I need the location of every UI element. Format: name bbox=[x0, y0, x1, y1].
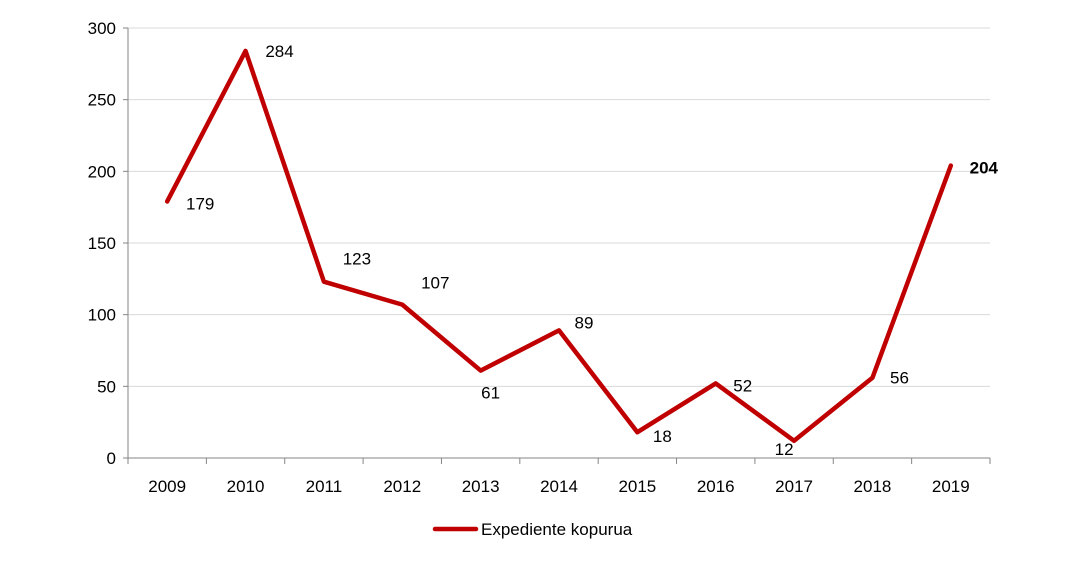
y-tick-label: 150 bbox=[88, 234, 116, 253]
data-label: 284 bbox=[265, 42, 293, 61]
legend: Expediente kopurua bbox=[432, 520, 633, 539]
x-tick-label: 2010 bbox=[227, 477, 265, 496]
y-tick-label: 50 bbox=[97, 377, 116, 396]
data-label: 12 bbox=[775, 440, 794, 459]
x-tick-label: 2013 bbox=[462, 477, 500, 496]
x-tick-label: 2019 bbox=[932, 477, 970, 496]
x-tick-label: 2015 bbox=[618, 477, 656, 496]
x-tick-label: 2012 bbox=[383, 477, 421, 496]
data-label: 18 bbox=[653, 427, 672, 446]
y-tick-label: 100 bbox=[88, 306, 116, 325]
data-label: 56 bbox=[890, 369, 909, 388]
y-tick-label: 200 bbox=[88, 162, 116, 181]
x-tick-label: 2009 bbox=[148, 477, 186, 496]
data-label: 89 bbox=[575, 313, 594, 332]
x-tick-label: 2016 bbox=[697, 477, 735, 496]
data-label: 123 bbox=[343, 250, 371, 269]
x-tick-label: 2011 bbox=[306, 477, 343, 496]
y-tick-label: 0 bbox=[107, 449, 116, 468]
y-tick-label: 250 bbox=[88, 91, 116, 110]
legend-label: Expediente kopurua bbox=[481, 520, 633, 539]
series bbox=[164, 48, 954, 444]
y-tick-label: 300 bbox=[88, 19, 116, 38]
x-tick-label: 2014 bbox=[540, 477, 578, 496]
gridlines bbox=[128, 27, 990, 387]
series-line bbox=[164, 48, 954, 444]
data-label: 204 bbox=[970, 159, 999, 178]
data-label: 179 bbox=[186, 194, 214, 213]
x-tick-label: 2017 bbox=[775, 477, 813, 496]
data-label: 107 bbox=[421, 274, 449, 293]
x-tick-label: 2018 bbox=[854, 477, 892, 496]
data-label: 52 bbox=[733, 376, 752, 395]
data-labels: 179 284 123 107 61 89 18 52 12 56 204 bbox=[186, 42, 999, 459]
x-axis: 2009 2010 2011 2012 2013 2014 2015 2016 2017 2018… bbox=[127, 457, 991, 496]
data-label: 61 bbox=[481, 384, 500, 403]
y-axis: 0 50 100 150 200 250 300 bbox=[88, 19, 129, 468]
